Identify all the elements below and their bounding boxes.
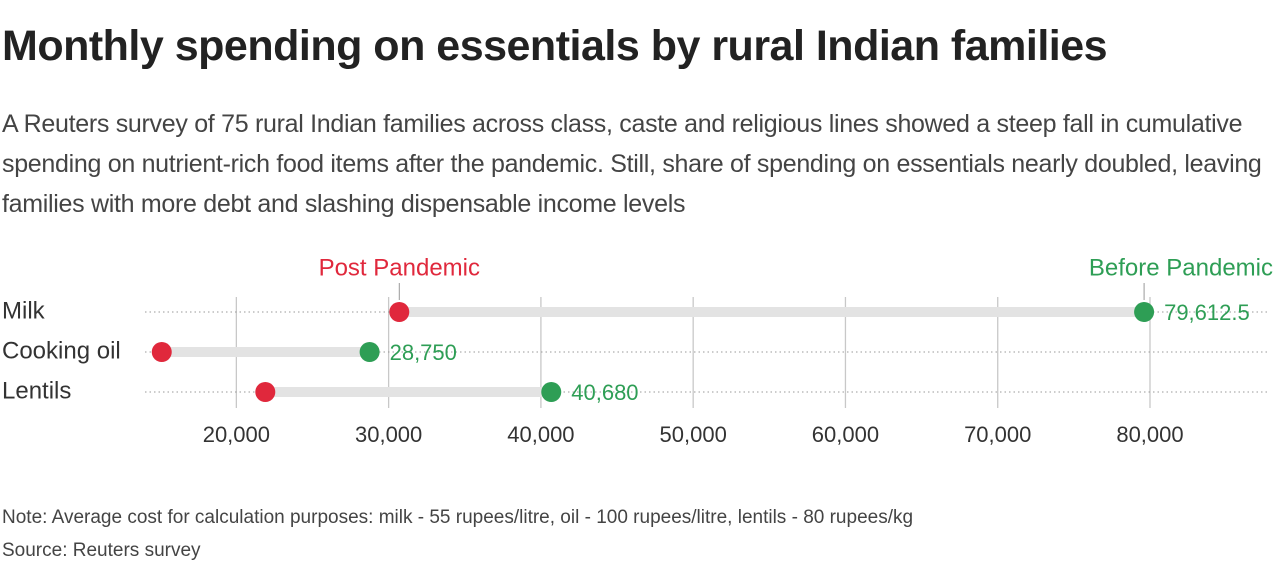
post-dot [389, 302, 410, 322]
legend-label: Post Pandemic [319, 254, 480, 281]
before-dot [541, 382, 562, 402]
note: Note: Average cost for calculation purpo… [2, 507, 914, 528]
legend-label: Before Pandemic [1089, 254, 1273, 281]
x-tick-label: 40,000 [507, 422, 574, 447]
value-label: 28,750 [390, 340, 457, 365]
row-label: Milk [2, 297, 46, 324]
post-dot [255, 382, 276, 402]
x-tick-label: 80,000 [1116, 422, 1183, 447]
x-tick-label: 50,000 [660, 422, 727, 447]
post-dot [151, 342, 172, 362]
connector [161, 347, 370, 357]
value-label: 79,612.5 [1164, 300, 1250, 325]
source: Source: Reuters survey [2, 540, 201, 561]
x-tick-label: 20,000 [203, 422, 270, 447]
x-tick-label: 60,000 [812, 422, 879, 447]
connector [265, 387, 552, 397]
x-tick-label: 70,000 [964, 422, 1031, 447]
chart-subtitle: A Reuters survey of 75 rural Indian fami… [2, 110, 1262, 218]
x-tick-label: 30,000 [355, 422, 422, 447]
row-label: Cooking oil [2, 337, 121, 364]
chart-title: Monthly spending on essentials by rural … [2, 22, 1108, 70]
before-dot [1134, 302, 1155, 322]
row-label: Lentils [2, 377, 71, 404]
value-label: 40,680 [571, 380, 638, 405]
connector [399, 307, 1145, 317]
before-dot [359, 342, 380, 362]
chart: 20,000 30,000 40,000 50,000 60,000 70,000 80,0… [2, 254, 1273, 447]
